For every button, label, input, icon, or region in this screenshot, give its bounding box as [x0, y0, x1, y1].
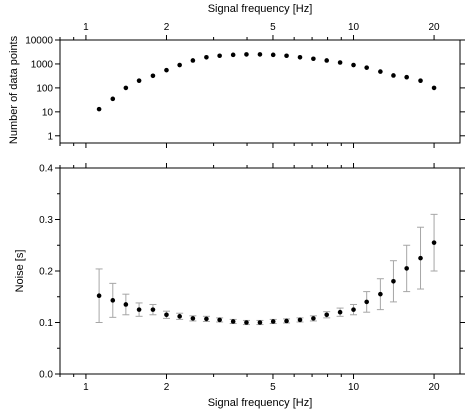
bottom-xtick-label-1: 2: [164, 382, 170, 393]
bottom-x-axis-label: Signal frequency [Hz]: [208, 397, 313, 409]
top-point-7: [190, 58, 196, 63]
bottom-point-17: [324, 312, 330, 318]
top-point-2: [123, 85, 129, 91]
top-ytick-label-4: 10000: [25, 36, 53, 47]
top-point-12: [257, 52, 263, 57]
bottom-plot-frame: [59, 167, 461, 375]
bottom-point-24: [418, 255, 423, 261]
bottom-point-7: [190, 316, 196, 321]
bottom-ytick-label-3: 0.3: [39, 215, 53, 226]
top-y-axis-label: Number of data points: [8, 35, 20, 144]
top-point-24: [418, 78, 423, 83]
top-xtick-label-2: 5: [270, 22, 276, 33]
top-point-17: [324, 58, 330, 63]
bottom-point-5: [164, 312, 169, 318]
top-point-15: [297, 54, 303, 60]
top-axis-ticks: 1 2 5 10 20 1 10 100 1000 10000: [25, 22, 465, 148]
top-point-5: [164, 67, 169, 73]
top-xtick-label-4: 20: [429, 22, 441, 33]
bottom-point-8: [204, 316, 209, 322]
bottom-ytick-label-1: 0.1: [39, 318, 53, 329]
top-point-23: [404, 74, 409, 80]
top-xtick-label-3: 10: [348, 22, 360, 33]
top-point-9: [217, 53, 222, 59]
bottom-xtick-label-3: 10: [348, 382, 360, 393]
bottom-point-1: [110, 298, 116, 303]
bottom-point-9: [217, 317, 222, 323]
bottom-point-2: [123, 302, 129, 307]
bottom-xtick-label-2: 5: [270, 382, 276, 393]
bottom-axis-ticks: 1 2 5 10 20 0.0 0.1 0.2 0.3 0.4: [39, 163, 465, 393]
bottom-ytick-label-4: 0.4: [39, 164, 53, 175]
bottom-point-4: [150, 307, 156, 312]
bottom-point-18: [337, 309, 343, 315]
top-plot-frame: [59, 39, 461, 144]
bottom-panel: Signal frequency [Hz] Noise [s] 1 2 5 10 20 0…: [14, 163, 465, 409]
top-point-0: [96, 106, 102, 112]
top-xtick-label-1: 2: [164, 22, 170, 33]
bottom-point-15: [297, 317, 303, 323]
top-ytick-label-3: 1000: [31, 59, 54, 70]
top-point-20: [364, 65, 369, 70]
bottom-xtick-label-0: 1: [83, 382, 89, 393]
bottom-point-14: [284, 318, 289, 324]
bottom-point-22: [391, 279, 396, 284]
bottom-point-0: [96, 293, 102, 299]
bottom-point-21: [378, 291, 383, 297]
top-point-4: [150, 73, 156, 79]
top-panel: Signal frequency [Hz] Number of data poi…: [8, 3, 465, 148]
bottom-point-25: [431, 240, 437, 245]
bottom-data-points: [96, 240, 437, 325]
bottom-y-axis-label: Noise [s]: [14, 250, 26, 293]
top-point-1: [110, 96, 116, 102]
top-point-16: [311, 56, 316, 62]
top-x-axis-label: Signal frequency [Hz]: [208, 3, 313, 15]
top-point-21: [378, 69, 383, 74]
top-data-points: [96, 52, 437, 112]
top-ytick-label-2: 100: [36, 83, 53, 94]
bottom-ytick-label-2: 0.2: [39, 267, 53, 278]
bottom-point-10: [230, 319, 236, 324]
bottom-point-16: [311, 316, 316, 321]
top-point-14: [284, 53, 289, 59]
bottom-point-12: [257, 320, 263, 325]
bottom-point-20: [364, 299, 369, 305]
top-point-19: [351, 62, 356, 68]
top-ytick-label-1: 10: [42, 107, 54, 118]
bottom-xtick-label-4: 20: [429, 382, 441, 393]
bottom-point-19: [351, 307, 356, 312]
top-point-6: [177, 62, 182, 68]
top-point-22: [391, 73, 396, 78]
bottom-point-23: [404, 266, 409, 271]
top-point-11: [244, 52, 249, 57]
top-point-8: [204, 54, 209, 60]
bottom-point-13: [270, 319, 276, 324]
bottom-point-6: [177, 314, 182, 319]
top-point-13: [270, 52, 276, 58]
top-ytick-label-0: 1: [47, 131, 53, 142]
bottom-ytick-label-0: 0.0: [39, 370, 53, 381]
top-point-25: [431, 85, 437, 91]
bottom-point-11: [244, 320, 249, 325]
top-point-18: [337, 60, 343, 65]
top-point-3: [136, 78, 142, 83]
top-xtick-label-0: 1: [83, 22, 89, 33]
bottom-error-bars: [95, 213, 438, 326]
top-point-10: [230, 52, 236, 58]
bottom-point-3: [136, 307, 142, 312]
